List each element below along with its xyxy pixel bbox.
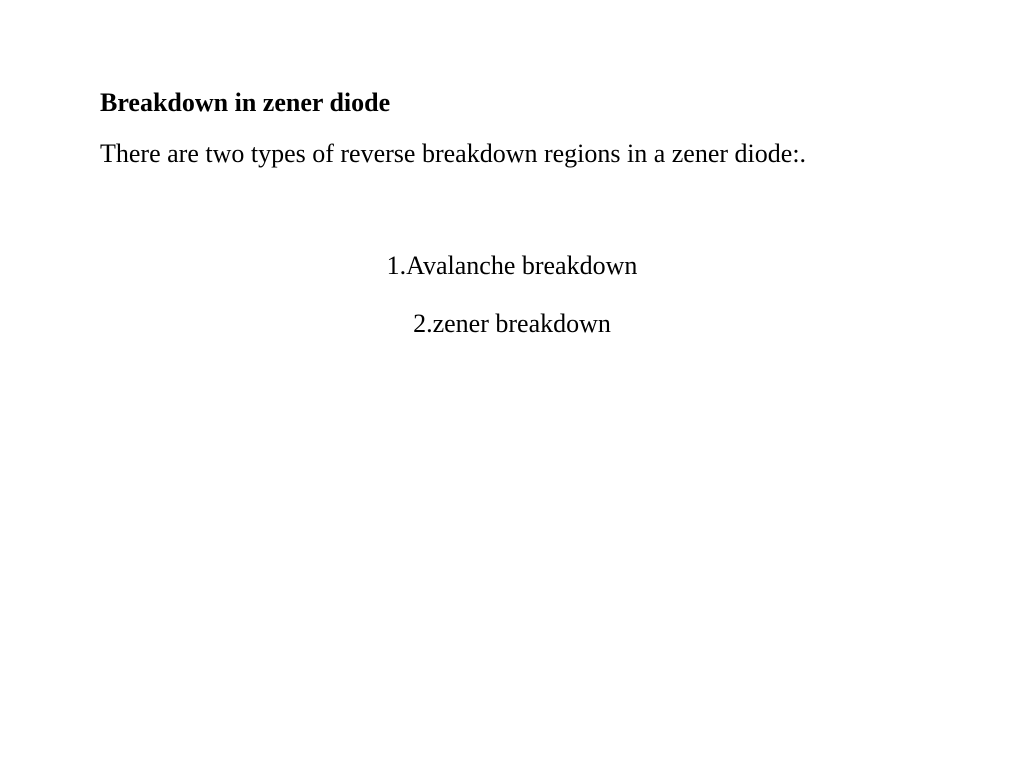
document-intro: There are two types of reverse breakdown…	[100, 136, 924, 171]
list-item-1: 1.Avalanche breakdown	[100, 251, 924, 281]
document-title: Breakdown in zener diode	[100, 88, 924, 118]
list-item-2: 2.zener breakdown	[100, 309, 924, 339]
